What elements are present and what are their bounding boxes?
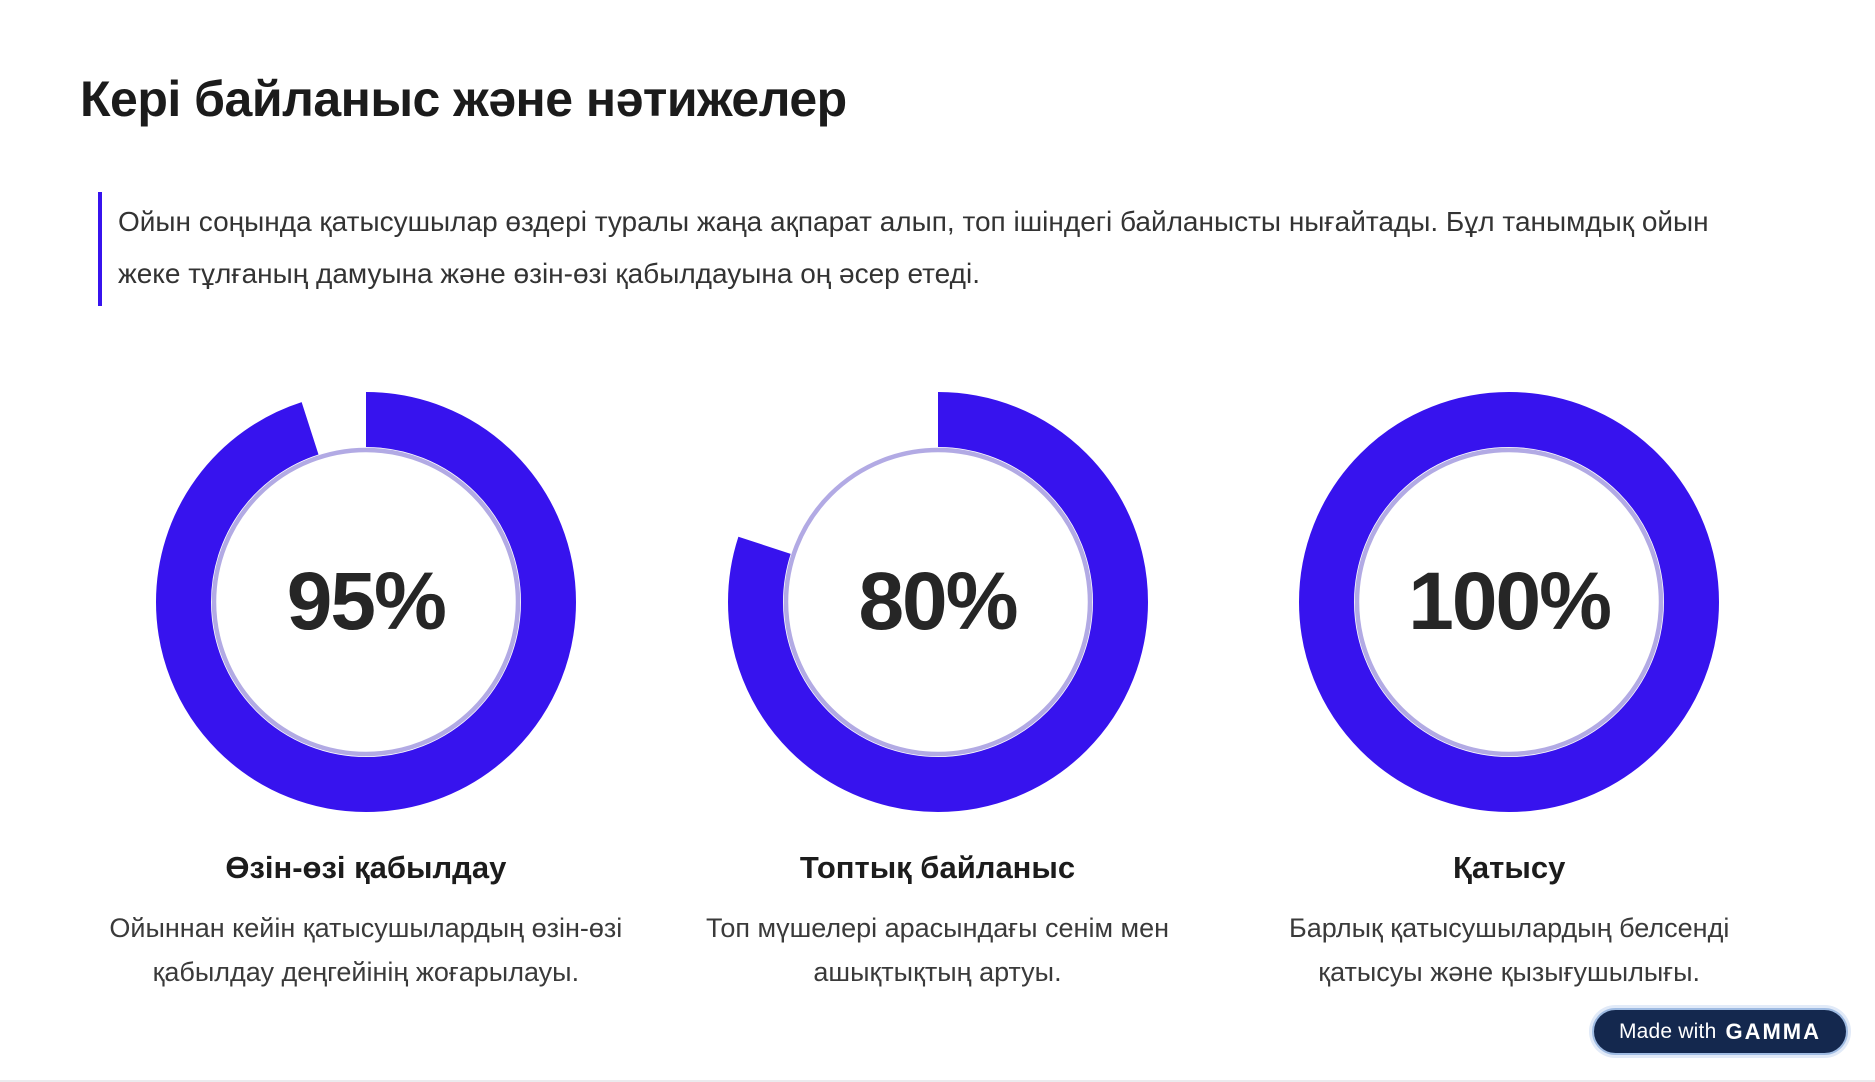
page-title: Кері байланыс және нәтижелер xyxy=(80,71,847,127)
donut-center-label: 80% xyxy=(858,556,1018,647)
made-with-gamma-badge[interactable]: Made with GAMMA xyxy=(1591,1008,1848,1055)
donut-inner-ring xyxy=(211,447,521,757)
stat-description: Ойыннан кейін қатысушылардың өзін-өзі қа… xyxy=(109,913,623,987)
donut-chart-participation: 100% xyxy=(1299,392,1720,812)
badge-prefix-label: Made with xyxy=(1618,1019,1717,1043)
donut-progress-arc xyxy=(727,392,1148,812)
donut-inner-ring xyxy=(1354,447,1664,757)
stat-column-participation: 100% Қатысу Барлық қатысушылардың белсен… xyxy=(1223,392,1795,994)
donut-svg xyxy=(727,392,1148,812)
donut-center-label: 95% xyxy=(286,556,447,647)
slide-content: Кері байланыс және нәтижелер Ойын соңынд… xyxy=(80,71,1795,994)
stat-column-group-connection: 80% Топтық байланыс Топ мүшелері арасынд… xyxy=(652,392,1224,994)
donut-inner-ring xyxy=(783,447,1092,757)
intro-quote: Ойын соңында қатысушылар өздері туралы ж… xyxy=(98,192,1795,306)
stats-row: 95% Өзін-өзі қабылдау Ойыннан кейін қаты… xyxy=(80,392,1795,994)
stat-heading: Өзін-өзі қабылдау xyxy=(225,850,507,885)
donut-center-label: 100% xyxy=(1408,556,1612,647)
intro-text: Ойын соңында қатысушылар өздері туралы ж… xyxy=(118,206,1709,289)
stat-description: Топ мүшелері арасындағы сенім мен ашықты… xyxy=(705,913,1170,987)
donut-svg xyxy=(155,392,576,812)
donut-progress-arc xyxy=(155,392,576,812)
stat-heading: Қатысу xyxy=(1453,850,1566,885)
stat-heading: Топтық байланыс xyxy=(799,850,1076,885)
gamma-logo: GAMMA xyxy=(1725,1018,1821,1044)
donut-chart-group-connection: 80% xyxy=(727,392,1148,812)
donut-svg xyxy=(1299,392,1720,812)
stat-column-self-acceptance: 95% Өзін-өзі қабылдау Ойыннан кейін қаты… xyxy=(80,392,652,994)
donut-chart-self-acceptance: 95% xyxy=(155,392,576,812)
donut-progress-arc xyxy=(1299,392,1720,812)
stat-description: Барлық қатысушылардың белсенді қатысуы ж… xyxy=(1289,913,1730,987)
